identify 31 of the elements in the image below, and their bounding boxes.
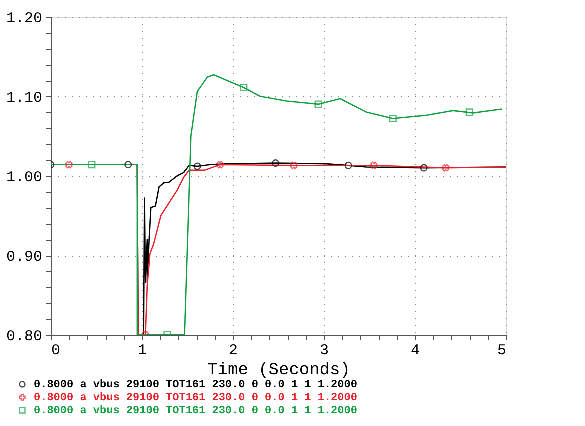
- x-tick-label: 5: [497, 342, 506, 360]
- x-tick-label: 0: [52, 342, 61, 360]
- y-tick-label: 1.20: [6, 10, 42, 28]
- point: [314, 100, 322, 108]
- point: [65, 161, 73, 169]
- x-tick-label: 1: [138, 342, 148, 360]
- x-tick-label: 2: [228, 342, 238, 360]
- point: [290, 162, 298, 170]
- legend-label: 0.8000 a vbus 29100 TOT161 230.0 0 0.0 1 1 1.2000: [34, 380, 358, 392]
- legend-label: 0.8000 a vbus 29100 TOT161 230.0 0 0.0 1 1 1.2000: [34, 392, 358, 404]
- point: [389, 115, 397, 123]
- y-tick-label: 1.00: [6, 170, 42, 186]
- y-tick-label: 0.90: [6, 249, 42, 266]
- point: [344, 162, 352, 170]
- x-axis-title: Time (Seconds): [208, 362, 350, 380]
- point: [124, 161, 132, 169]
- legend-label: 0.8000 a vbus 29100 TOT161 230.0 0 0.0 1 1 1.2000: [34, 406, 358, 418]
- point: [194, 162, 202, 170]
- point: [88, 161, 96, 169]
- y-tick-label: 0.80: [6, 328, 42, 346]
- point: [466, 108, 474, 116]
- x-tick-label: 3: [320, 342, 330, 360]
- x-tick-label: 4: [410, 342, 420, 360]
- line-series: [51, 74, 504, 335]
- point: [442, 164, 450, 172]
- point: [216, 161, 224, 169]
- point: [420, 164, 428, 172]
- y-tick-label: 1.10: [6, 90, 42, 107]
- point: [272, 160, 280, 168]
- point: [370, 162, 378, 170]
- point: [240, 84, 248, 92]
